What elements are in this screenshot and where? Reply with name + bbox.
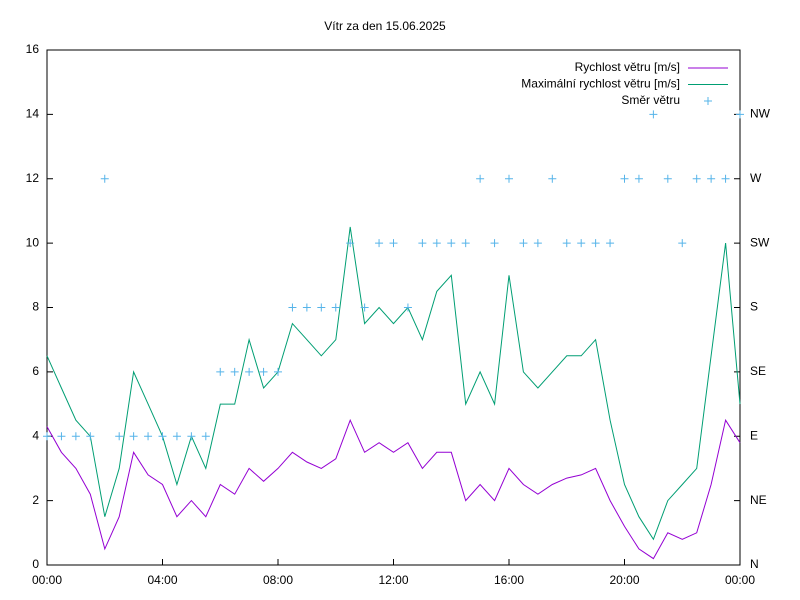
direction-point [418,239,427,248]
direction-point [245,367,254,376]
y2-tick-label: SW [750,235,770,249]
direction-point [447,239,456,248]
series-line [46,226,741,541]
direction-point [216,367,225,376]
direction-point [476,174,485,183]
series-line [46,418,741,560]
y2-tick-label: NW [750,107,771,121]
y2-tick-label: W [750,171,762,185]
x-tick-label: 08:00 [263,573,293,587]
y2-tick-label: NE [750,493,767,507]
direction-point [403,303,412,312]
direction-point [577,239,586,248]
direction-point [230,367,239,376]
y-tick-label: 2 [32,493,39,507]
direction-point [288,303,297,312]
legend-label: Maximální rychlost větru [m/s] [521,77,680,91]
x-tick-label: 00:00 [725,573,755,587]
y-tick-label: 6 [32,364,39,378]
direction-point [144,432,153,441]
direction-point [375,239,384,248]
direction-point [158,432,167,441]
direction-point [360,303,369,312]
direction-point [707,174,716,183]
y-tick-label: 12 [26,171,40,185]
x-tick-label: 20:00 [609,573,639,587]
direction-point [71,432,80,441]
direction-point [172,432,181,441]
direction-point [317,303,326,312]
direction-point [548,174,557,183]
direction-point [519,239,528,248]
y-tick-label: 10 [26,235,40,249]
y2-tick-label: SE [750,364,766,378]
direction-point [100,174,109,183]
direction-point [346,239,355,248]
direction-point [562,239,571,248]
direction-point [432,239,441,248]
direction-point [86,432,95,441]
direction-point [692,174,701,183]
x-tick-label: 16:00 [494,573,524,587]
direction-point [663,174,672,183]
plot-border [46,49,741,566]
direction-point [606,239,615,248]
y2-tick-label: N [750,557,759,571]
direction-point [259,367,268,376]
x-tick-label: 04:00 [147,573,177,587]
direction-point [505,174,513,183]
direction-point [721,174,730,183]
direction-point [43,432,51,441]
legend-label: Rychlost větru [m/s] [575,60,680,74]
direction-point [129,432,138,441]
direction-point [591,239,600,248]
y-tick-label: 14 [26,107,40,121]
direction-point [331,303,340,312]
y2-tick-label: S [750,300,758,314]
direction-point [389,239,398,248]
direction-point [187,432,196,441]
direction-point [490,239,499,248]
direction-point [736,110,744,119]
direction-point [274,367,282,376]
y2-tick-label: E [750,428,758,442]
direction-point [201,432,210,441]
direction-point [634,174,643,183]
legend-label: Směr větru [621,93,680,107]
chart-title: Vítr za den 15.06.2025 [324,19,446,33]
y-tick-label: 0 [32,557,39,571]
y-tick-label: 4 [32,428,39,442]
x-tick-label: 00:00 [32,573,62,587]
direction-point [302,303,311,312]
direction-point [678,239,687,248]
x-tick-label: 12:00 [378,573,408,587]
y-tick-label: 16 [26,42,40,56]
y-tick-label: 8 [32,300,39,314]
direction-point [461,239,470,248]
legend-symbol [704,97,712,105]
direction-point [620,174,629,183]
direction-point [649,110,658,119]
direction-point [57,432,66,441]
direction-point [533,239,542,248]
direction-point [115,432,124,441]
